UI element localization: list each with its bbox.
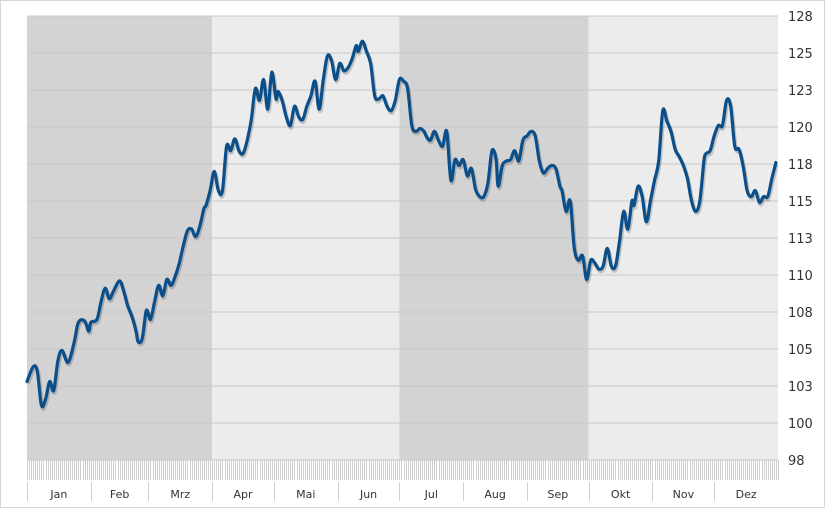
y-axis: 128 125 123 120 118 115 113 110 108 105 103 100 98 bbox=[788, 10, 813, 469]
x-axis: Jan Feb Mrz Apr Mai Jun Jul Aug Sep Okt Nov Dez bbox=[27, 460, 779, 501]
y-tick-label: 105 bbox=[788, 343, 813, 358]
y-tick-label: 123 bbox=[788, 84, 813, 99]
x-tick-label: Aug bbox=[484, 488, 505, 501]
x-tick-label: Dez bbox=[736, 488, 757, 501]
y-tick-label: 110 bbox=[788, 269, 813, 284]
x-tick-label: Feb bbox=[110, 488, 129, 501]
y-tick-label: 120 bbox=[788, 121, 813, 136]
y-tick-label: 108 bbox=[788, 306, 813, 321]
x-tick-label: Jan bbox=[49, 488, 67, 501]
y-tick-label: 128 bbox=[788, 10, 813, 25]
y-tick-label: 125 bbox=[788, 47, 813, 62]
y-tick-label: 100 bbox=[788, 417, 813, 432]
y-tick-label: 115 bbox=[788, 195, 813, 210]
series-layer bbox=[25, 39, 779, 411]
x-tick-label: Nov bbox=[673, 488, 695, 501]
y-tick-label: 118 bbox=[788, 158, 813, 173]
series-line bbox=[25, 39, 778, 409]
x-tick-label: Apr bbox=[234, 488, 254, 501]
x-tick-label: Jun bbox=[359, 488, 377, 501]
x-tick-label: Jul bbox=[424, 488, 438, 501]
x-tick-label: Mai bbox=[296, 488, 315, 501]
x-tick-label: Mrz bbox=[170, 488, 190, 501]
x-tick-label: Sep bbox=[547, 488, 568, 501]
y-tick-label: 98 bbox=[788, 454, 805, 469]
gridlines bbox=[27, 15, 778, 461]
y-tick-label: 103 bbox=[788, 380, 813, 395]
x-tick-label: Okt bbox=[611, 488, 631, 501]
y-tick-label: 113 bbox=[788, 232, 813, 247]
